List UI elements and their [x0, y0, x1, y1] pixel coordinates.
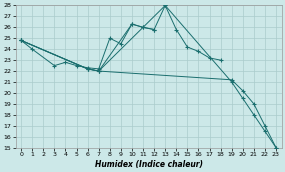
X-axis label: Humidex (Indice chaleur): Humidex (Indice chaleur) [95, 159, 203, 169]
